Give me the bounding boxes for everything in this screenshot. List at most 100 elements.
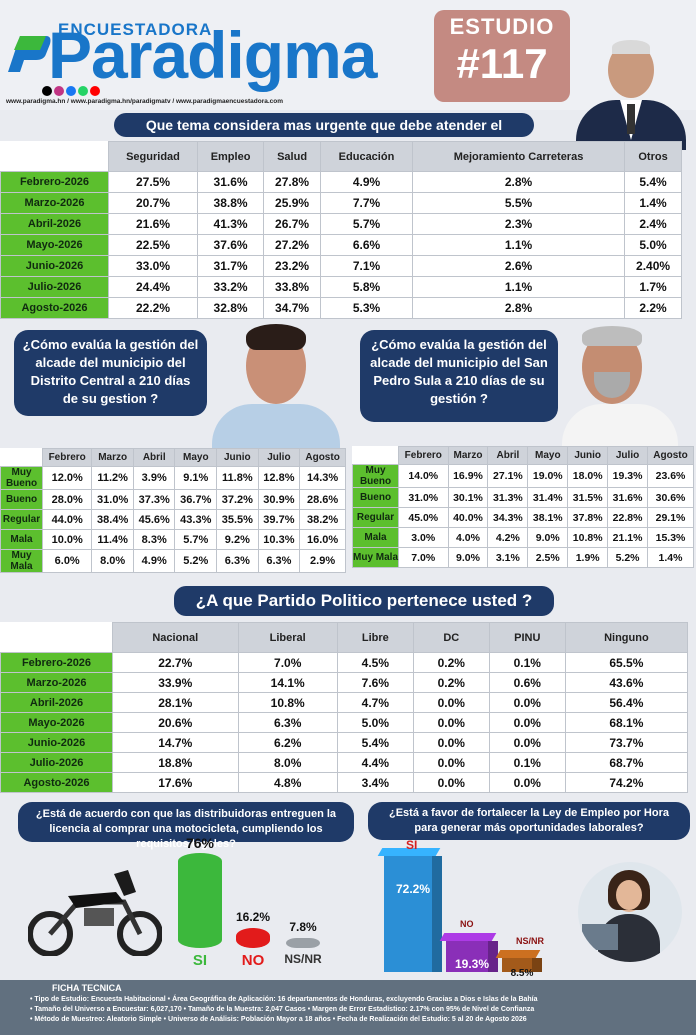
table-row: Abril-2026 21.6% 41.3% 26.7% 5.7% 2.3% 2.4% (0, 213, 682, 235)
table-cell: 15.3% (647, 527, 694, 548)
table-cell: 37.2% (216, 489, 259, 510)
table-row: Regular 45.0% 40.0% 34.3% 38.1% 37.8% 22.8% 29.… (352, 507, 694, 528)
table-cell: 1.1% (411, 234, 626, 256)
table-cell: 17.6% (112, 772, 239, 793)
table-cell: 4.2% (487, 527, 529, 548)
row-label: Marzo-2026 (0, 192, 109, 214)
row-label: Agosto-2026 (0, 297, 109, 319)
instagram-icon[interactable] (54, 86, 64, 96)
ficha-line-3: • Método de Muestreo: Aleatorio Simple •… (30, 1016, 527, 1023)
x-icon[interactable] (42, 86, 52, 96)
table-cell: 10.0% (41, 529, 93, 550)
facebook-icon[interactable] (66, 86, 76, 96)
table-cell: 19.0% (527, 464, 569, 488)
table-cell: 9.2% (216, 529, 259, 550)
mayor-sps-photo (560, 322, 680, 448)
table-cell: 26.7% (263, 213, 322, 235)
table-cell: 0.0% (488, 772, 566, 793)
table-cell: 1.4% (647, 547, 694, 568)
table-cell: 38.1% (527, 507, 569, 528)
column-header: Educación (320, 141, 413, 172)
column-header: Agosto (299, 448, 346, 467)
table-cell: 65.5% (564, 652, 689, 673)
q5-category-label: SI (192, 952, 208, 969)
table-row: Febrero-2026 22.7% 7.0% 4.5% 0.2% 0.1% 65.5% (0, 652, 689, 673)
table-cell: 31.4% (527, 487, 569, 508)
social-icons (42, 86, 100, 96)
table-cell: 5.0% (336, 712, 414, 733)
row-label: Abril-2026 (0, 213, 109, 235)
q5-category-label: NO (241, 952, 265, 969)
table-cell: 10.8% (237, 692, 338, 713)
office-worker-image (578, 862, 682, 962)
study-badge: ESTUDIO #117 (434, 10, 570, 102)
urls[interactable]: www.paradigma.hn / www.paradigma.hn/para… (6, 98, 284, 105)
table-cell: 7.1% (320, 255, 413, 277)
row-label: Junio-2026 (0, 255, 109, 277)
q5-value-label: 76% (185, 835, 215, 851)
table-cell: 2.4% (624, 213, 682, 235)
table-cell: 14.3% (299, 466, 346, 490)
table-row: Muy Mala 7.0% 9.0% 3.1% 2.5% 1.9% 5.2% 1.4% (352, 547, 694, 568)
table-cell: 7.7% (320, 192, 413, 214)
table-cell: 1.4% (624, 192, 682, 214)
table-cell: 18.0% (567, 464, 609, 488)
table-cell: 23.6% (647, 464, 694, 488)
row-label: Muy Mala (0, 549, 43, 573)
table-row: Julio-2026 18.8% 8.0% 4.4% 0.0% 0.1% 68.7% (0, 752, 689, 773)
q5-value-label: 16.2% (235, 909, 271, 924)
table-cell: 43.3% (174, 509, 218, 530)
row-label: Febrero-2026 (0, 171, 109, 193)
table-cell: 30.6% (647, 487, 694, 508)
table-cell: 4.8% (237, 772, 338, 793)
table-cell: 30.1% (447, 487, 489, 508)
table-cell: 11.2% (91, 466, 134, 490)
q6-category-label: SI (406, 838, 418, 852)
table-cell: 6.3% (257, 549, 301, 573)
table-cell: 68.7% (564, 752, 689, 773)
q6-bar-si (377, 848, 442, 972)
table-cell: 21.6% (108, 213, 198, 235)
table-cell: 12.8% (257, 466, 301, 490)
column-header: Empleo (196, 141, 265, 172)
table-cell: 74.2% (564, 772, 689, 793)
table-row: Regular 44.0% 38.4% 45.6% 43.3% 35.5% 39.7% 38.… (0, 509, 346, 530)
table-row: Mala 10.0% 11.4% 8.3% 5.7% 9.2% 10.3% 16.0% (0, 529, 346, 550)
whatsapp-icon[interactable] (78, 86, 88, 96)
table-cell: 2.8% (411, 171, 626, 193)
q6-category-label: NO (460, 918, 474, 929)
table-cell: 32.8% (196, 297, 265, 319)
table-cell: 28.1% (112, 692, 239, 713)
table-corner (353, 447, 399, 465)
column-header: Seguridad (108, 141, 198, 172)
table-cell: 2.2% (624, 297, 682, 319)
q1-table: Seguridad Empleo Salud Educación Mejoramient… (0, 141, 682, 319)
ficha-line-1: • Tipo de Estudio: Encuesta Habitacional… (30, 996, 538, 1003)
table-cell: 2.9% (299, 549, 346, 573)
table-row: Junio-2026 33.0% 31.7% 23.2% 7.1% 2.6% 2.40% (0, 255, 682, 277)
column-header: Mejoramiento Carreteras (411, 141, 626, 172)
table-cell: 43.6% (564, 672, 689, 693)
table-cell: 3.1% (487, 547, 529, 568)
row-label: Bueno (0, 489, 43, 510)
table-cell: 5.4% (624, 171, 682, 193)
table-cell: 2.5% (527, 547, 569, 568)
table-cell: 33.8% (263, 276, 322, 298)
table-cell: 0.0% (412, 752, 490, 773)
column-header: Mayo (527, 446, 569, 465)
table-cell: 5.7% (174, 529, 218, 550)
table-cell: 36.7% (174, 489, 218, 510)
table-cell: 27.1% (487, 464, 529, 488)
table-cell: 2.6% (411, 255, 626, 277)
ficha-title: FICHA TECNICA (52, 983, 122, 993)
table-cell: 2.8% (411, 297, 626, 319)
table-cell: 28.0% (41, 489, 93, 510)
table-cell: 29.1% (647, 507, 694, 528)
table-cell: 0.0% (488, 732, 566, 753)
column-header: Julio (607, 446, 648, 465)
column-header: Ninguno (564, 622, 689, 653)
motorcycle-image (28, 852, 162, 956)
column-header: Agosto (647, 446, 694, 465)
youtube-icon[interactable] (90, 86, 100, 96)
column-header: Marzo (447, 446, 489, 465)
